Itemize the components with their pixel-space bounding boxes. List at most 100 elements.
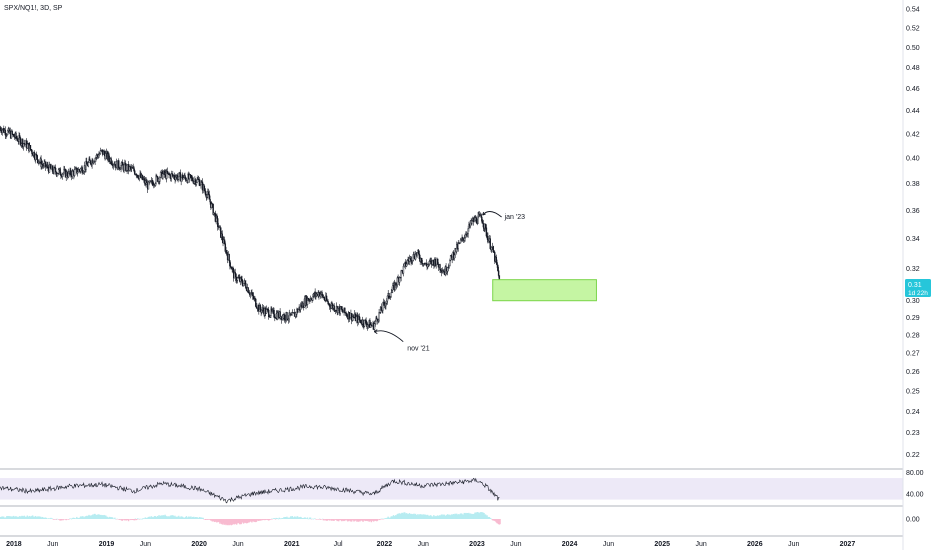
macd-histogram-bar <box>105 515 107 519</box>
candle-body <box>59 168 61 175</box>
symbol-title: SPX/NQ1!, 3D, SP <box>4 5 63 12</box>
macd-histogram-bar <box>250 519 252 522</box>
macd-histogram-bar <box>127 519 130 522</box>
macd-histogram-bar <box>216 519 219 522</box>
price-tick-label: 0.54 <box>906 7 920 14</box>
candle-body <box>411 259 414 262</box>
time-tick-label: Jul <box>334 541 343 548</box>
candle-body <box>432 259 434 262</box>
time-tick-label: Jun <box>510 541 521 548</box>
macd-histogram-bar <box>76 518 79 519</box>
candle-body <box>333 305 335 311</box>
candle-body <box>482 223 485 228</box>
annotation-nov-21[interactable]: nov '21 <box>373 329 430 353</box>
candle-body <box>323 297 325 300</box>
macd-histogram-bar <box>149 516 151 519</box>
macd-histogram-bar <box>464 513 466 519</box>
price-tick-label: 0.27 <box>906 350 920 357</box>
candle-body <box>79 168 82 172</box>
macd-histogram-bar <box>111 517 114 519</box>
macd-histogram-bar <box>62 519 64 521</box>
macd-histogram-bar <box>430 515 432 519</box>
macd-histogram-bar <box>458 514 460 519</box>
candle-body <box>223 239 226 244</box>
macd-histogram-bar <box>298 517 300 519</box>
macd-histogram-bar <box>452 513 455 519</box>
macd-histogram-bar <box>125 519 128 521</box>
candle-body <box>402 265 405 274</box>
macd-histogram-bar <box>32 516 35 519</box>
candle-body <box>349 317 351 320</box>
candle-body <box>325 295 328 301</box>
candle-body <box>269 315 271 318</box>
macd-histogram-bar <box>414 513 417 519</box>
candle-body <box>410 256 412 263</box>
macd-histogram-bar <box>162 515 165 519</box>
candle-body <box>200 181 202 186</box>
macd-histogram-bar <box>245 519 248 524</box>
macd-histogram-bar <box>213 519 215 522</box>
candle-body <box>166 170 168 179</box>
candle-body <box>147 181 150 190</box>
macd-histogram-bar <box>409 514 411 519</box>
macd-histogram-bar <box>392 515 395 519</box>
rsi-pane[interactable]: 80.00 40.00 <box>0 470 924 504</box>
candle-body <box>180 177 182 182</box>
macd-histogram-bar <box>437 515 440 519</box>
macd-histogram-bar <box>11 516 13 519</box>
macd-histogram-bar <box>175 517 177 519</box>
macd-histogram-bar <box>448 514 450 519</box>
candle-body <box>390 292 392 298</box>
macd-histogram-bar <box>474 512 476 519</box>
annotation-jan-23[interactable]: jan '23 <box>482 211 526 221</box>
candle-body <box>76 171 79 174</box>
macd-histogram-bar <box>272 518 274 519</box>
macd-histogram-bar <box>336 519 338 522</box>
time-tick-label: 2023 <box>469 541 485 548</box>
macd-histogram-bar <box>420 514 422 519</box>
macd-histogram-bar <box>153 517 155 519</box>
macd-histogram-bar <box>424 514 427 519</box>
macd-histogram-bar <box>365 519 367 521</box>
target-zone-rectangle[interactable] <box>492 279 597 302</box>
macd-histogram-bar <box>60 519 63 521</box>
macd-histogram-bar <box>353 519 355 522</box>
candle-body <box>208 194 211 200</box>
macd-histogram-bar <box>330 519 332 521</box>
macd-histogram-bar <box>264 519 267 520</box>
macd-histogram-bar <box>349 519 351 522</box>
macd-histogram-bar <box>183 517 185 519</box>
price-axis[interactable]: 0.54 0.52 0.50 0.48 0.46 0.44 0.42 0.40 0.38 0.36… <box>906 7 920 459</box>
macd-histogram-bar <box>276 518 278 519</box>
macd-pane[interactable]: 0.00 <box>0 512 920 526</box>
annotation-label: jan '23 <box>504 214 526 221</box>
macd-histogram-bar <box>440 514 443 519</box>
macd-histogram-bar <box>48 518 51 519</box>
macd-histogram-bar <box>33 516 35 519</box>
candle-body <box>191 177 194 182</box>
macd-histogram-bar <box>360 519 363 521</box>
macd-histogram-bar <box>24 517 26 519</box>
macd-histogram-bar <box>386 517 389 519</box>
macd-histogram-bar <box>468 512 470 519</box>
macd-histogram-bar <box>87 515 89 519</box>
candle-body <box>221 233 223 241</box>
time-axis[interactable]: 2018 Jun 2019 Jun 2020 Jun 2021 Jul 2022 Jun 2023 J… <box>6 541 855 548</box>
macd-histogram-bar <box>226 519 229 526</box>
macd-histogram-bar <box>28 515 31 519</box>
macd-histogram-bar <box>270 519 272 520</box>
macd-histogram-bar <box>174 515 176 519</box>
macd-histogram-bar <box>256 519 258 521</box>
macd-histogram-bar <box>239 519 241 525</box>
macd-histogram-bar <box>194 517 196 519</box>
main-price-pane[interactable] <box>0 125 501 331</box>
macd-histogram-bar <box>273 518 275 519</box>
candle-body <box>105 153 107 160</box>
candle-body <box>396 277 399 286</box>
macd-histogram-bar <box>479 512 481 519</box>
candle-body <box>149 180 151 183</box>
price-badge-value: 0.31 <box>908 282 922 289</box>
macd-histogram-bar <box>325 519 328 521</box>
macd-histogram-bar <box>160 515 163 519</box>
